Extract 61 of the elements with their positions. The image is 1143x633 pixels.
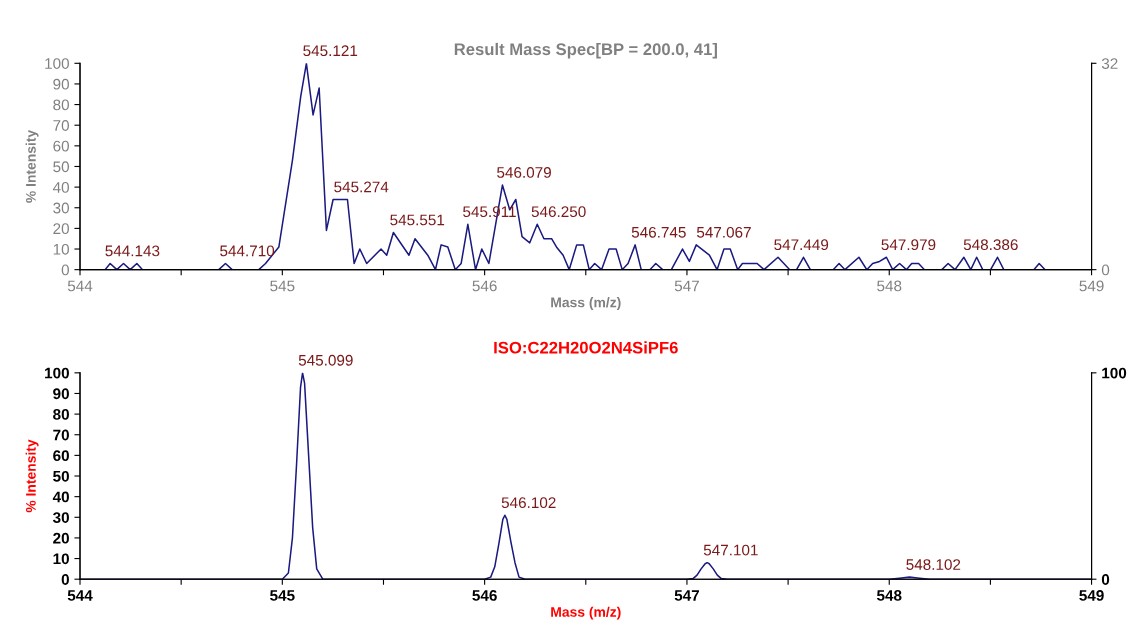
- x-tick-label: 545: [270, 590, 295, 601]
- annotation: 545.551: [390, 214, 445, 226]
- y-tick-label: 100: [45, 58, 69, 69]
- y-tick-label: 20: [53, 532, 69, 544]
- y-tick-label: 100: [45, 367, 69, 379]
- annotation: 545.274: [334, 181, 389, 193]
- annotation: 547.979: [881, 239, 936, 251]
- x-tick-label: 547: [674, 590, 700, 601]
- x-tick-label: 546: [472, 280, 497, 292]
- y-tick-label: 20: [53, 223, 69, 235]
- y-tick-label: 60: [53, 450, 69, 462]
- annotation: 544.143: [105, 245, 160, 257]
- annotation: 547.101: [703, 544, 758, 556]
- x-tick-label: 544: [67, 280, 93, 292]
- y-axis-title: % Intensity: [25, 439, 39, 513]
- annotation: 548.102: [906, 559, 961, 570]
- line-series: [104, 63, 1046, 270]
- y2-tick-label: 0: [1101, 574, 1110, 585]
- x-axis-title: Mass (m/z): [551, 606, 621, 620]
- y-tick-label: 30: [52, 512, 69, 523]
- annotation: 546.745: [631, 226, 686, 238]
- annotation: 548.386: [963, 239, 1018, 251]
- chart-title: Result Mass Spec[BP = 200.0, 41]: [454, 42, 717, 59]
- x-tick-label: 549: [1079, 590, 1104, 601]
- y2-tick-label: 100: [1102, 367, 1127, 379]
- annotation: 546.102: [501, 497, 556, 509]
- y-tick-label: 90: [53, 388, 69, 400]
- y-tick-label: 40: [52, 181, 69, 193]
- annotation: 544.710: [220, 245, 275, 257]
- y-tick-label: 0: [61, 264, 69, 276]
- y-axis-title: % Intensity: [25, 129, 39, 203]
- y-tick-label: 50: [53, 470, 69, 482]
- annotation: 547.449: [774, 239, 829, 251]
- annotation: 545.099: [298, 354, 353, 366]
- y-tick-label: 10: [53, 553, 69, 565]
- y2-tick-label: 0: [1101, 264, 1110, 276]
- y-tick-label: 30: [53, 202, 69, 214]
- y-tick-label: 40: [52, 491, 69, 503]
- chart-title: ISO:C22H20O2N4SiPF6: [494, 341, 678, 354]
- annotation: 546.079: [497, 167, 551, 178]
- x-tick-label: 545: [270, 280, 295, 292]
- x-tick-label: 548: [876, 590, 902, 601]
- y2-tick-label: 32: [1101, 58, 1118, 69]
- x-tick-label: 548: [877, 280, 902, 292]
- y-tick-label: 50: [53, 161, 69, 173]
- y-tick-label: 80: [53, 408, 69, 420]
- annotation: 546.250: [531, 206, 586, 218]
- x-tick-label: 547: [674, 280, 699, 292]
- x-tick-label: 544: [67, 590, 93, 601]
- y-tick-label: 80: [53, 99, 69, 111]
- y-tick-label: 0: [61, 574, 69, 585]
- y-tick-label: 70: [53, 429, 69, 441]
- y-tick-label: 70: [53, 120, 69, 131]
- y-tick-label: 90: [53, 78, 69, 90]
- x-tick-label: 549: [1079, 280, 1104, 292]
- annotation: 547.067: [696, 226, 751, 238]
- y-tick-label: 10: [53, 243, 69, 255]
- annotation: 545.121: [303, 45, 358, 57]
- x-tick-label: 546: [472, 590, 497, 601]
- y-tick-label: 60: [53, 140, 69, 152]
- x-axis-title: Mass (m/z): [551, 297, 621, 311]
